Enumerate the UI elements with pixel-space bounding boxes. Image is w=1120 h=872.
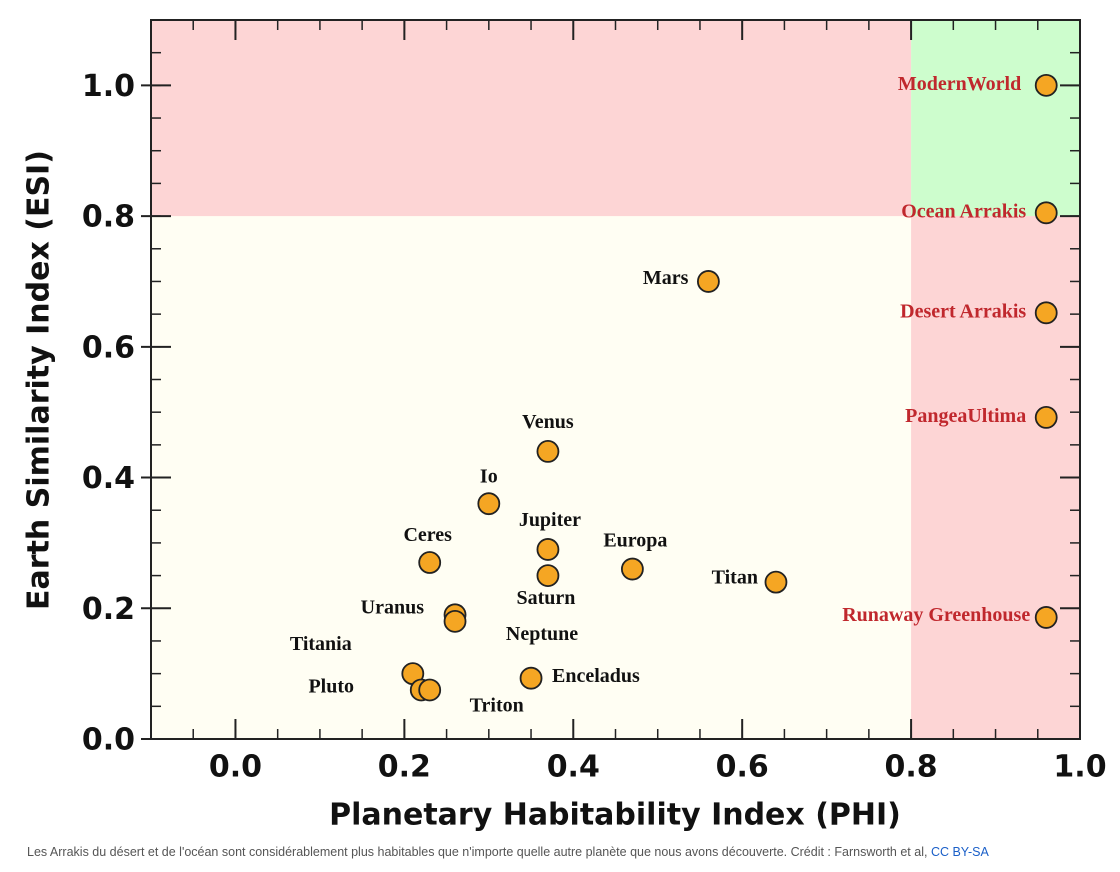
point-label: ModernWorld	[898, 73, 1021, 95]
x-tick-label: 0.0	[209, 750, 262, 785]
point-label: Europa	[603, 530, 667, 552]
point	[418, 551, 442, 574]
point-label: Enceladus	[552, 665, 640, 687]
point-label: Ocean Arrakis	[901, 200, 1026, 222]
point-label: Runaway Greenhouse	[842, 604, 1030, 626]
x-tick-label: 1.0	[1053, 750, 1106, 785]
x-tick-label: 0.2	[378, 750, 431, 785]
caption-text: Les Arrakis du désert et de l'océan sont…	[27, 845, 931, 859]
point-label: PangeaUltima	[905, 405, 1026, 427]
x-tick-label: 0.8	[885, 750, 938, 785]
point-label: Mars	[643, 267, 689, 289]
chart: Planetary Habitability Index (PHI) Earth…	[22, 19, 1107, 833]
x-tick-label: 0.4	[547, 750, 600, 785]
point-label: Desert Arrakis	[900, 300, 1026, 322]
point-label: Ceres	[403, 524, 452, 546]
y-axis-title: Earth Similarity Index (ESI)	[22, 150, 57, 610]
point-label: Jupiter	[519, 509, 581, 531]
point	[418, 678, 442, 702]
y-tick-label: 0.6	[82, 330, 135, 365]
plot-frame	[150, 19, 1081, 740]
point	[536, 439, 560, 463]
y-tick-label: 0.8	[82, 200, 135, 235]
x-tick-label: 0.6	[716, 750, 769, 785]
point-label: Pluto	[308, 676, 354, 698]
caption: Les Arrakis du désert et de l'océan sont…	[27, 845, 989, 859]
point-label: Io	[480, 465, 498, 487]
y-tick-label: 0.0	[82, 723, 135, 758]
y-tick-label: 0.4	[82, 461, 135, 496]
point-label: Titan	[712, 567, 758, 589]
point	[536, 538, 560, 561]
point	[1034, 301, 1058, 325]
point	[764, 570, 788, 594]
point	[1034, 606, 1058, 629]
point-label: Saturn	[516, 587, 575, 609]
point	[536, 564, 560, 587]
point	[1034, 406, 1058, 429]
point	[1034, 73, 1058, 97]
point-label: Triton	[470, 695, 524, 717]
x-axis-title: Planetary Habitability Index (PHI)	[329, 798, 901, 833]
point-label: Venus	[522, 411, 574, 433]
point-label: Uranus	[361, 596, 425, 618]
point	[519, 666, 543, 690]
point-label: Titania	[290, 633, 352, 655]
y-tick-label: 1.0	[82, 69, 135, 104]
point	[697, 270, 720, 293]
point	[620, 557, 644, 581]
point-label: Neptune	[506, 623, 578, 645]
point	[443, 609, 467, 633]
y-tick-label: 0.2	[82, 592, 135, 627]
zone	[151, 20, 912, 217]
point	[1034, 201, 1058, 225]
point	[477, 492, 501, 516]
zone	[911, 216, 1080, 739]
license-link[interactable]: CC BY-SA	[930, 845, 989, 859]
zone	[911, 20, 1080, 217]
